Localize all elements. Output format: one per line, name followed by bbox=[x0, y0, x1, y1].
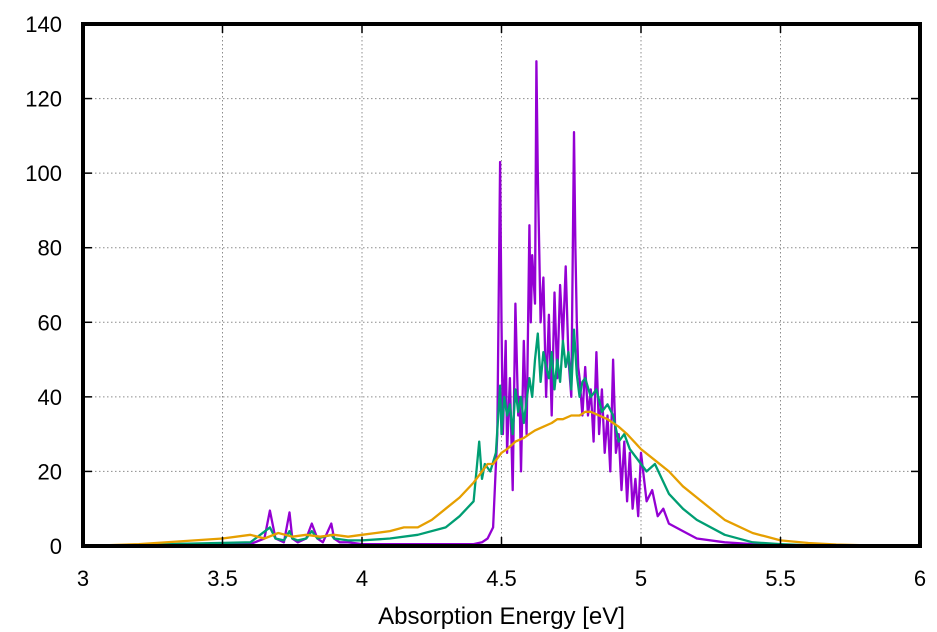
series-line-3 bbox=[82, 410, 921, 548]
plot-series bbox=[82, 60, 921, 548]
axis-ticks bbox=[82, 23, 921, 547]
x-axis-title: Absorption Energy [eV] bbox=[378, 603, 625, 630]
series-line-2 bbox=[82, 328, 921, 548]
y-tick-label: 120 bbox=[25, 87, 62, 112]
x-tick-label: 6 bbox=[914, 566, 926, 591]
y-tick-label: 80 bbox=[38, 236, 62, 261]
y-tick-label: 0 bbox=[50, 534, 62, 559]
x-tick-label: 4.5 bbox=[486, 566, 517, 591]
x-tick-label: 4 bbox=[356, 566, 368, 591]
y-tick-label: 140 bbox=[25, 12, 62, 37]
y-tick-label: 40 bbox=[38, 385, 62, 410]
series-line-1 bbox=[82, 60, 921, 548]
x-tick-label: 5.5 bbox=[765, 566, 796, 591]
y-tick-label: 60 bbox=[38, 310, 62, 335]
x-tick-label: 3.5 bbox=[207, 566, 238, 591]
x-tick-label: 3 bbox=[77, 566, 89, 591]
x-tick-label: 5 bbox=[635, 566, 647, 591]
y-tick-label: 20 bbox=[38, 459, 62, 484]
y-tick-label: 100 bbox=[25, 161, 62, 186]
